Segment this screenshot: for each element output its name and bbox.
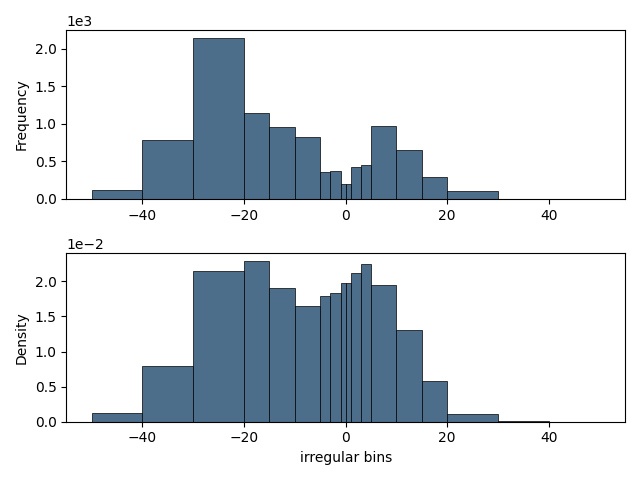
Bar — [447, 414, 498, 422]
Bar — [269, 288, 295, 422]
Bar — [346, 283, 351, 422]
Bar — [330, 171, 340, 199]
Bar — [361, 264, 371, 422]
Bar — [320, 172, 330, 199]
Bar — [340, 184, 346, 199]
Bar — [269, 127, 295, 199]
Bar — [447, 191, 498, 199]
Bar — [340, 283, 346, 422]
Bar — [193, 271, 244, 422]
Bar — [396, 330, 422, 422]
Bar — [92, 190, 143, 199]
Bar — [193, 38, 244, 199]
Bar — [351, 273, 361, 422]
Bar — [244, 261, 269, 422]
Bar — [143, 140, 193, 199]
Bar — [92, 413, 143, 422]
Y-axis label: Density: Density — [15, 311, 29, 364]
Y-axis label: Frequency: Frequency — [15, 79, 29, 150]
Bar — [330, 293, 340, 422]
Bar — [143, 366, 193, 422]
Bar — [351, 167, 361, 199]
Bar — [422, 177, 447, 199]
Bar — [371, 285, 396, 422]
X-axis label: irregular bins: irregular bins — [300, 451, 392, 465]
Bar — [295, 137, 320, 199]
Bar — [396, 150, 422, 199]
Bar — [422, 381, 447, 422]
Bar — [371, 126, 396, 199]
Bar — [295, 306, 320, 422]
Bar — [346, 184, 351, 199]
Bar — [244, 113, 269, 199]
Bar — [361, 165, 371, 199]
Bar — [320, 296, 330, 422]
